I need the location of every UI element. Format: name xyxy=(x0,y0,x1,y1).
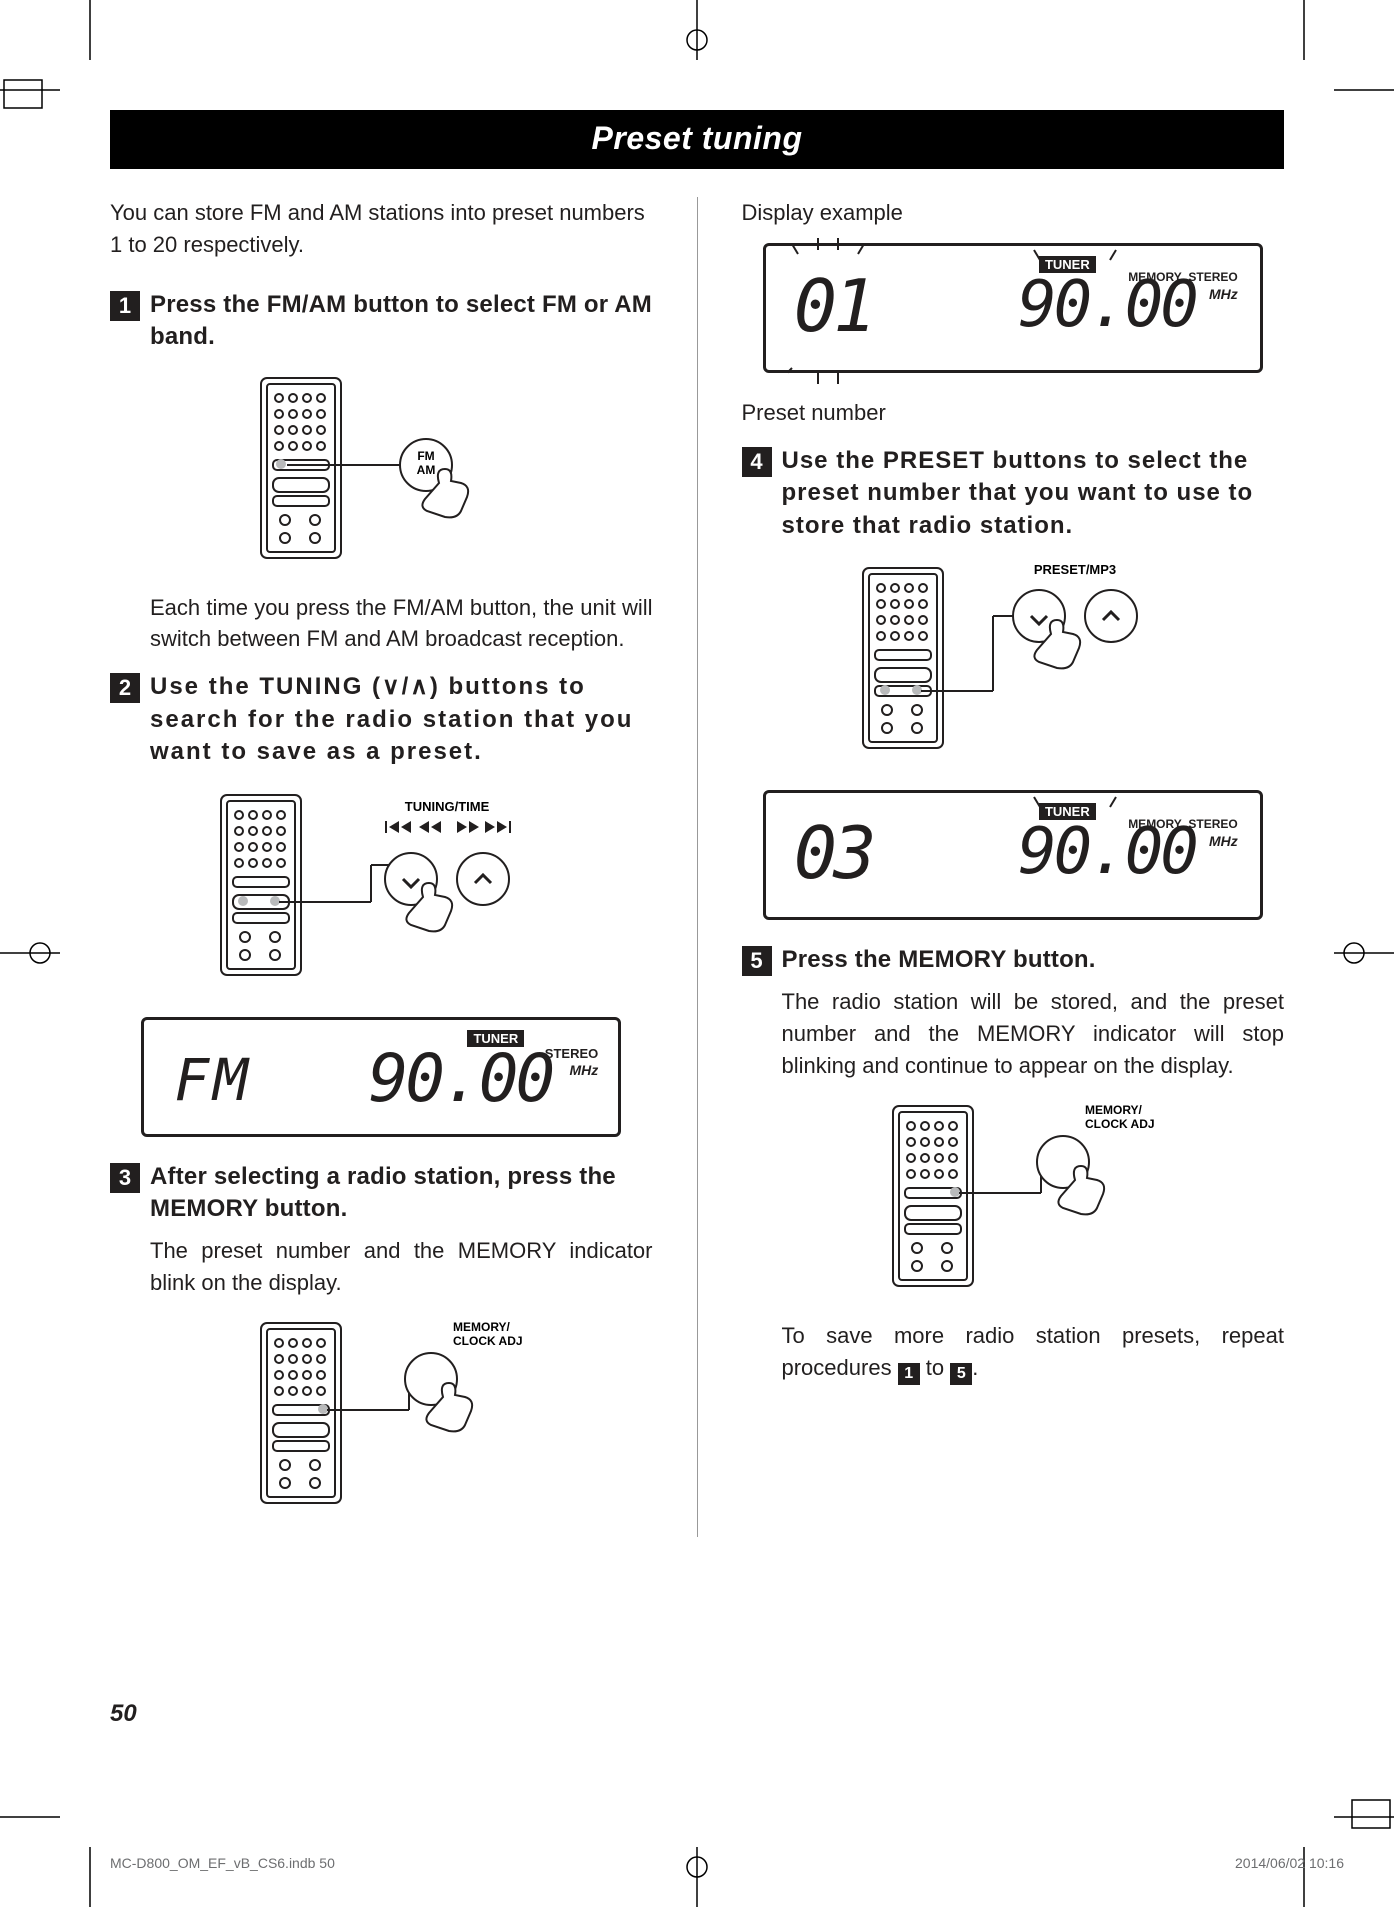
figure-remote-tuning: TUNING/TIME xyxy=(110,783,653,993)
preset-mp3-label: PRESET/MP3 xyxy=(1034,562,1116,577)
step-2-number: 2 xyxy=(110,673,140,703)
step-1-note: Each time you press the FM/AM button, th… xyxy=(150,592,653,656)
step-3-heading: After selecting a radio station, press t… xyxy=(150,1161,653,1226)
step-5-heading: Press the MEMORY button. xyxy=(782,944,1096,976)
fmam-label-fm: FM xyxy=(418,449,435,463)
mhz-label: MHz xyxy=(1209,286,1238,302)
intro-text: You can store FM and AM stations into pr… xyxy=(110,197,653,261)
memory-label-1: MEMORY/ xyxy=(1085,1103,1143,1117)
lcd-preset: 01 xyxy=(794,264,873,348)
figure-remote-fmam: FM AM xyxy=(110,368,653,568)
figure-remote-preset: PRESET/MP3 xyxy=(742,556,1285,766)
footer-left: MC-D800_OM_EF_vB_CS6.indb 50 xyxy=(110,1855,335,1871)
figure-lcd-preset03: TUNER MEMORY STEREO MHz 03 90.00 xyxy=(742,790,1285,920)
stereo-label: STEREO xyxy=(545,1046,598,1061)
step-5-repeat-note: To save more radio station presets, repe… xyxy=(782,1320,1285,1384)
step-1-heading: Press the FM/AM button to select FM or A… xyxy=(150,289,653,354)
memory-label-2: CLOCK ADJ xyxy=(1085,1117,1155,1131)
lcd-freq: 90.00 xyxy=(1018,268,1196,342)
right-column: Display example TUNER MEMORY STEREO MHz … xyxy=(742,197,1285,1537)
step-2: 2 Use the TUNING (∨/∧) buttons to search… xyxy=(110,671,653,768)
lcd-freq: 90.00 xyxy=(1018,815,1196,889)
tuning-time-label: TUNING/TIME xyxy=(405,799,490,814)
step-5: 5 Press the MEMORY button. xyxy=(742,944,1285,976)
figure-remote-memory-1: MEMORY/ CLOCK ADJ xyxy=(110,1313,653,1513)
step-5-number: 5 xyxy=(742,946,772,976)
lcd-preset: 03 xyxy=(794,811,873,895)
page-title: Preset tuning xyxy=(110,110,1284,169)
memory-label-1: MEMORY/ xyxy=(453,1320,511,1334)
step-2-heading: Use the TUNING (∨/∧) buttons to search f… xyxy=(150,671,653,768)
memory-label-2: CLOCK ADJ xyxy=(453,1334,523,1348)
step-4: 4 Use the PRESET buttons to select the p… xyxy=(742,445,1285,542)
step-3: 3 After selecting a radio station, press… xyxy=(110,1161,653,1226)
figure-lcd-fm: TUNER STEREO MHz FM 90.00 xyxy=(110,1017,653,1137)
step-1: 1 Press the FM/AM button to select FM or… xyxy=(110,289,653,354)
mhz-label: MHz xyxy=(1209,833,1238,849)
page-body: Preset tuning You can store FM and AM st… xyxy=(110,110,1284,1537)
step-5-note: The radio station will be stored, and th… xyxy=(782,986,1285,1082)
inline-step-5: 5 xyxy=(950,1363,972,1385)
lcd-band: FM xyxy=(174,1046,252,1114)
preset-number-label: Preset number xyxy=(742,397,1285,429)
footer-right: 2014/06/02 10:16 xyxy=(1235,1855,1344,1871)
fmam-label-am: AM xyxy=(417,463,436,477)
display-example-label: Display example xyxy=(742,197,1285,229)
mhz-label: MHz xyxy=(569,1062,598,1078)
left-column: You can store FM and AM stations into pr… xyxy=(110,197,653,1537)
column-separator xyxy=(697,197,698,1537)
step-3-number: 3 xyxy=(110,1163,140,1193)
repeat-text-1: To save more radio station presets, repe… xyxy=(782,1323,1285,1380)
step-1-number: 1 xyxy=(110,291,140,321)
inline-step-1: 1 xyxy=(898,1363,920,1385)
step-3-note: The preset number and the MEMORY indicat… xyxy=(150,1235,653,1299)
step-4-number: 4 xyxy=(742,447,772,477)
page-number: 50 xyxy=(110,1700,137,1728)
step-4-heading: Use the PRESET buttons to select the pre… xyxy=(782,445,1285,542)
repeat-text-3: . xyxy=(972,1355,978,1380)
figure-remote-memory-2: MEMORY/ CLOCK ADJ xyxy=(742,1096,1285,1296)
figure-lcd-preset01: TUNER MEMORY STEREO MHz 01 90.00 xyxy=(742,243,1285,373)
lcd-freq: 90.00 xyxy=(369,1040,553,1117)
repeat-text-2: to xyxy=(920,1355,951,1380)
